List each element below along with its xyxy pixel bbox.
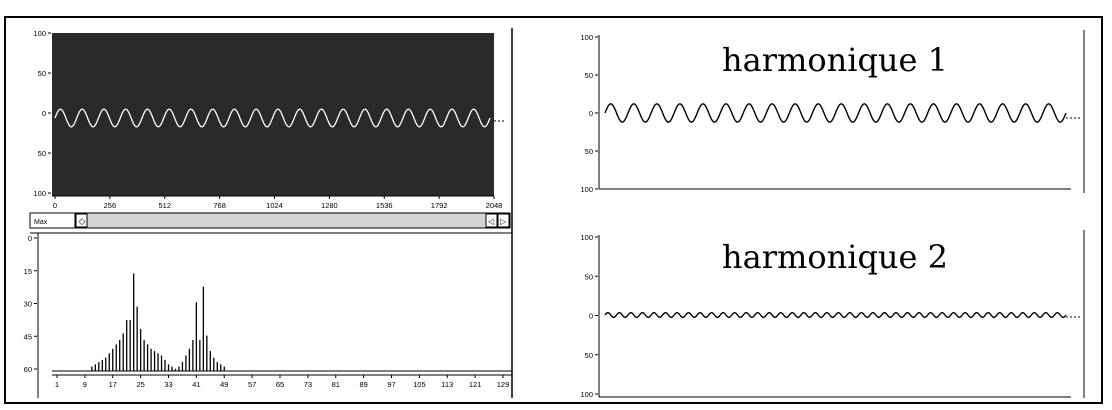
scrollbar-label: Max [34,219,48,226]
spectrum-x-tick-label: 89 [359,380,367,389]
spectrum-x-tick-label: 105 [413,380,426,389]
scrollbar-thumb[interactable] [75,213,88,228]
scroll-left-glyph: ◁ [488,217,495,226]
harmonique-1-panel: harmonique 1 100 50 0 50 100 [580,30,1085,194]
signal-plot-background [52,33,494,196]
signal-y-tick-label: 50 [38,149,46,158]
spectrum-x-ticks: 1 9 17 25 33 41 49 57 65 73 81 89 97 105 113 121 129 [55,375,509,389]
spectrum-y-tick-label: 60 [24,365,32,374]
spectrum-x-tick-label: 113 [441,380,453,389]
spectrum-x-tick-label: 49 [220,380,228,389]
signal-x-tick-label: 1536 [376,201,393,210]
h2-y-ticks: 100 50 0 50 100 [580,233,598,399]
signal-x-tick-label: 2048 [486,201,503,210]
spectrum-x-tick-label: 9 [83,380,87,389]
h1-y-tick-label: 0 [589,109,593,118]
signal-y-tick-label: 0 [42,109,46,118]
spectrum-x-tick-label: 33 [164,380,172,389]
signal-x-tick-label: 768 [213,201,226,210]
h2-waveform [604,311,1067,319]
signal-y-tick-label: 100 [33,189,46,198]
h1-title: harmonique 1 [722,41,948,79]
spectrum-x-tick-label: 97 [387,380,395,389]
spectrum-x-tick-label: 73 [304,380,312,389]
spectrum-x-tick-label: 1 [55,380,59,389]
scrollbar-label-box [29,212,76,229]
signal-waveform [54,108,491,128]
spectrum-x-tick-label: 129 [497,380,510,389]
signal-panel: 100 50 0 50 100 0 256 512 768 1024 1280 1536 1792 20… [33,29,505,210]
h1-y-tick-label: 50 [585,147,593,156]
h2-y-tick-label: 100 [580,390,593,399]
spectrum-x-tick-label: 121 [469,380,482,389]
scrollbar-thumb-icon: ◇ [79,216,86,226]
spectrum-bars [91,273,225,371]
scrollbar-track[interactable] [29,212,511,229]
signal-y-tick-label: 50 [38,69,46,78]
spectrum-y-tick-label: 45 [24,332,32,341]
h2-title: harmonique 2 [722,238,948,276]
signal-x-ticks: 0 256 512 768 1024 1280 1536 1792 2048 [53,196,502,210]
signal-x-tick-label: 1792 [431,201,448,210]
spectrum-y-tick-label: 15 [24,267,32,276]
signal-x-tick-label: 1280 [321,201,338,210]
signal-y-ticks: 100 50 0 50 100 [33,29,51,198]
h2-y-tick-label: 50 [585,351,593,360]
spectrum-x-tick-label: 57 [248,380,256,389]
signal-x-tick-label: 256 [104,201,117,210]
signal-x-tick-label: 512 [158,201,171,210]
harmonique-2-panel: harmonique 2 100 50 0 50 100 [580,230,1085,399]
scroll-left-arrow-icon[interactable] [485,213,498,228]
h1-y-tick-label: 50 [585,71,593,80]
h1-waveform [604,103,1067,123]
h1-y-tick-label: 100 [580,33,593,42]
spectrum-x-tick-label: 65 [276,380,284,389]
spectrum-x-tick-label: 41 [192,380,200,389]
scroll-right-glyph: ▷ [500,217,507,226]
spectrum-x-tick-label: 81 [332,380,340,389]
scrollbar[interactable]: Max ◇ ◁ ▷ [29,212,512,234]
signal-x-tick-label: 1024 [266,201,283,210]
signal-x-tick-label: 0 [53,201,57,210]
signal-y-tick-label: 100 [33,29,46,38]
outer-frame [4,16,1103,404]
spectrum-x-tick-label: 25 [136,380,144,389]
spectrum-y-tick-label: 0 [28,234,32,243]
h2-y-tick-label: 0 [589,312,593,321]
scroll-right-arrow-icon[interactable] [497,213,510,228]
spectrum-y-tick-label: 30 [24,300,32,309]
h1-y-ticks: 100 50 0 50 100 [580,33,598,194]
h2-y-tick-label: 50 [585,272,593,281]
spectrum-panel: 0 15 30 45 60 1 9 17 25 33 41 49 57 65 73 81 89 97 105 113… [24,233,512,398]
spectrum-y-ticks: 0 15 30 45 60 [24,234,37,374]
h2-y-tick-label: 100 [580,233,593,242]
h1-y-tick-label: 100 [580,185,593,194]
spectrum-x-tick-label: 17 [109,380,117,389]
